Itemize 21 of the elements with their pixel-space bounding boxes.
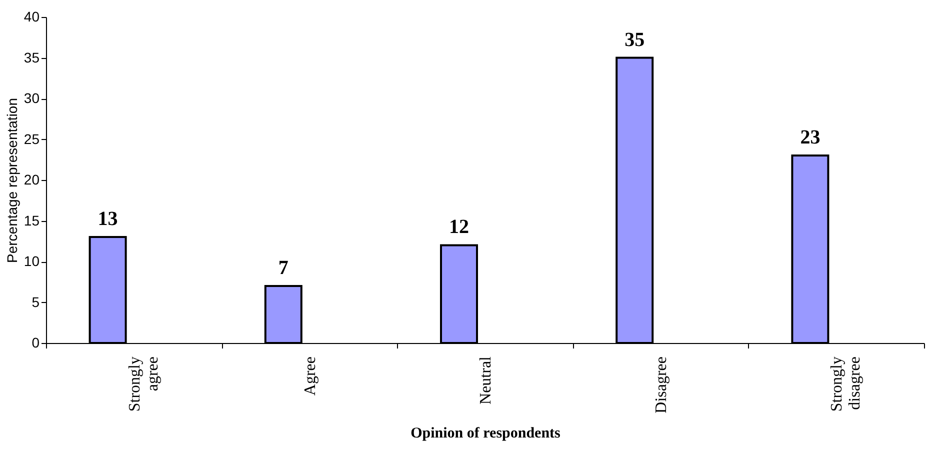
y-axis-title: Percentage representation bbox=[4, 98, 20, 263]
y-tick-label: 5 bbox=[32, 294, 40, 310]
y-tick-label: 30 bbox=[24, 90, 40, 106]
y-tick-label: 15 bbox=[24, 212, 40, 228]
data-label: 12 bbox=[449, 216, 469, 238]
x-tick-label: Strongly disagree bbox=[828, 356, 864, 412]
y-tick-label: 20 bbox=[24, 172, 40, 188]
data-label: 35 bbox=[624, 28, 645, 51]
x-tick-label: Strongly agree bbox=[126, 356, 162, 412]
y-tick-label: 25 bbox=[24, 130, 40, 147]
y-tick-label: 10 bbox=[24, 253, 40, 269]
x-tick-label: Neutral bbox=[478, 356, 494, 404]
data-label: 13 bbox=[98, 208, 118, 230]
y-tick-label: 0 bbox=[32, 334, 40, 350]
data-label: 23 bbox=[800, 126, 820, 149]
x-tick-label: Agree bbox=[302, 356, 319, 396]
data-label: 7 bbox=[278, 256, 288, 279]
y-tick-label: 40 bbox=[24, 8, 40, 24]
x-axis-title: Opinion of respondents bbox=[410, 425, 561, 442]
y-tick-label: 35 bbox=[24, 49, 40, 66]
x-tick-label: Disagree bbox=[653, 356, 670, 414]
